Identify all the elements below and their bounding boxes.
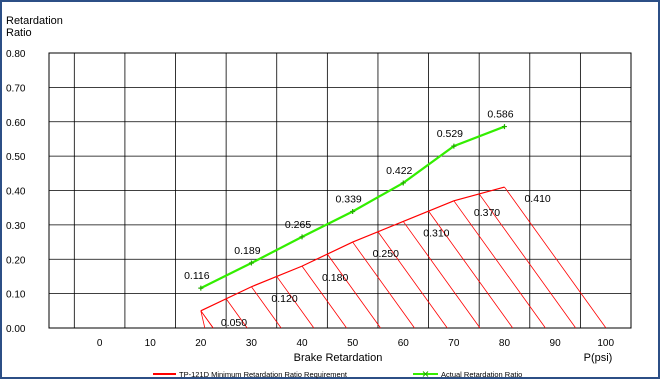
hatch-line	[478, 193, 577, 329]
hatch-line	[402, 221, 481, 329]
x-axis-title: Brake Retardation	[294, 352, 383, 364]
x-tick-label: 80	[499, 338, 511, 349]
y-tick-label: 0.10	[6, 290, 26, 301]
legend-marker-actual	[422, 371, 429, 377]
legend-label-requirement: TP-121D Minimum Retardation Ratio Requir…	[179, 370, 348, 379]
x-tick-label: 100	[597, 338, 614, 349]
requirement-series-line	[200, 186, 505, 312]
requirement-data-label: 0.180	[322, 272, 348, 284]
y-axis-title-line2: Ratio	[6, 27, 32, 39]
actual-series-marker	[198, 285, 204, 291]
requirement-data-label: 0.370	[474, 207, 500, 219]
y-tick-label: 0.00	[6, 324, 26, 335]
y-tick-label: 0.30	[6, 221, 26, 232]
x-tick-label: 50	[347, 338, 359, 349]
actual-data-label: 0.422	[386, 165, 412, 177]
requirement-data-label: 0.310	[423, 227, 449, 239]
y-tick-label: 0.60	[6, 118, 26, 129]
actual-series-marker	[248, 260, 254, 266]
actual-data-label: 0.265	[285, 219, 311, 231]
hatch-line	[504, 186, 607, 329]
x-tick-label: 60	[398, 338, 410, 349]
requirement-data-label: 0.120	[271, 293, 297, 305]
legend-label-actual: Actual Retardation Ratio	[441, 370, 522, 379]
hatch-line	[352, 241, 415, 329]
hatch-line	[453, 200, 546, 329]
requirement-data-label: 0.410	[524, 193, 550, 205]
grid	[48, 52, 632, 329]
requirement-data-label: 0.250	[373, 248, 399, 260]
actual-data-label: 0.586	[487, 109, 513, 121]
actual-series-marker	[299, 234, 305, 240]
actual-series-marker	[350, 208, 356, 214]
data-labels: 0.116 0.189 0.265 0.339 0.422 0.529 0.586 0.050…	[184, 109, 551, 329]
requirement-data-label: 0.050	[221, 317, 247, 329]
x-tick-label: 40	[296, 338, 308, 349]
hatch-region	[200, 186, 607, 329]
y-tick-label: 0.20	[6, 255, 26, 266]
hatch-line	[327, 253, 381, 329]
tick-labels: 0.00 0.10 0.20 0.30 0.40 0.50 0.60 0.70 0.80 0 10 2…	[6, 49, 614, 349]
y-tick-label: 0.40	[6, 187, 26, 198]
x-tick-label: 70	[448, 338, 460, 349]
series-layer	[198, 124, 507, 329]
actual-data-label: 0.116	[184, 270, 210, 282]
hatch-line	[200, 310, 214, 329]
requirement-series-edge	[200, 310, 206, 329]
actual-data-label: 0.189	[234, 245, 260, 257]
x-tick-label: 90	[550, 338, 562, 349]
actual-series-marker	[451, 143, 457, 149]
actual-data-label: 0.339	[336, 193, 362, 205]
actual-series-marker	[400, 180, 406, 186]
y-tick-label: 0.70	[6, 83, 26, 94]
actual-series-marker	[501, 124, 507, 130]
x-tick-label: 30	[246, 338, 258, 349]
x-tick-label: 10	[145, 338, 157, 349]
y-tick-label: 0.50	[6, 152, 26, 163]
hatch-line	[428, 210, 514, 329]
x-axis-unit-label: P(psi)	[584, 352, 613, 364]
y-axis-title-line1: Retardation	[6, 15, 63, 27]
hatch-line	[276, 276, 315, 329]
hatch-line	[377, 231, 448, 329]
hatch-line	[225, 298, 248, 329]
actual-data-label: 0.529	[437, 128, 463, 140]
y-tick-label: 0.80	[6, 49, 26, 60]
hatch-line	[301, 265, 347, 329]
x-tick-label: 0	[97, 338, 103, 349]
x-tick-label: 20	[195, 338, 207, 349]
legend: TP-121D Minimum Retardation Ratio Requir…	[153, 370, 522, 379]
hatch-line	[251, 286, 282, 329]
